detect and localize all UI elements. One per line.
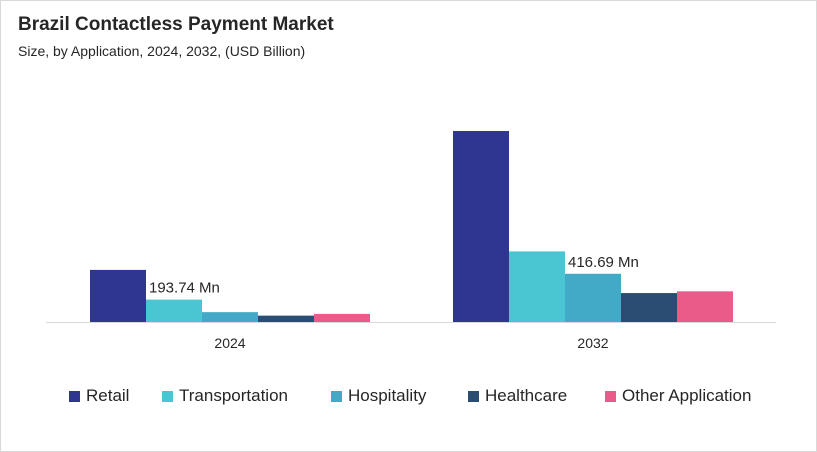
chart-subtitle: Size, by Application, 2024, 2032, (USD B…: [18, 43, 306, 59]
chart-title: Brazil Contactless Payment Market: [18, 14, 334, 35]
bar-2024-other-application: [314, 313, 370, 322]
x-tick-label: 2032: [577, 335, 608, 351]
legend-label: Other Application: [622, 386, 752, 405]
bar-2032-retail: [453, 131, 509, 322]
legend-swatch: [331, 390, 342, 402]
legend-label: Retail: [86, 386, 130, 405]
legend-item: Other Application: [605, 386, 751, 406]
legend-label: Transportation: [179, 386, 288, 405]
bar-2032-other-application: [677, 291, 733, 322]
data-label: 193.74 Mn: [149, 280, 220, 297]
bar-2024-hospitality: [202, 312, 258, 322]
data-label: 416.69 Mn: [568, 254, 639, 271]
legend-item: Healthcare: [468, 386, 567, 406]
bar-2032-healthcare: [621, 293, 677, 322]
bar-2024-transportation: [146, 299, 202, 322]
legend-label: Healthcare: [485, 386, 568, 405]
bar-2032-transportation: [509, 251, 565, 322]
legend-item: Retail: [69, 386, 129, 406]
x-tick-label: 2024: [214, 335, 245, 351]
legend-label: Hospitality: [348, 386, 427, 405]
legend-item: Hospitality: [331, 386, 426, 406]
legend-swatch: [605, 390, 616, 402]
legend-swatch: [69, 390, 80, 402]
bar-2032-hospitality: [565, 273, 621, 322]
legend-swatch: [468, 390, 479, 402]
bar-2024-retail: [90, 269, 146, 322]
legend-swatch: [162, 390, 173, 402]
chart-legend: Retail Transportation Hospitality Healthcar…: [0, 386, 817, 410]
bar-2024-healthcare: [258, 315, 314, 322]
legend-item: Transportation: [162, 386, 288, 406]
